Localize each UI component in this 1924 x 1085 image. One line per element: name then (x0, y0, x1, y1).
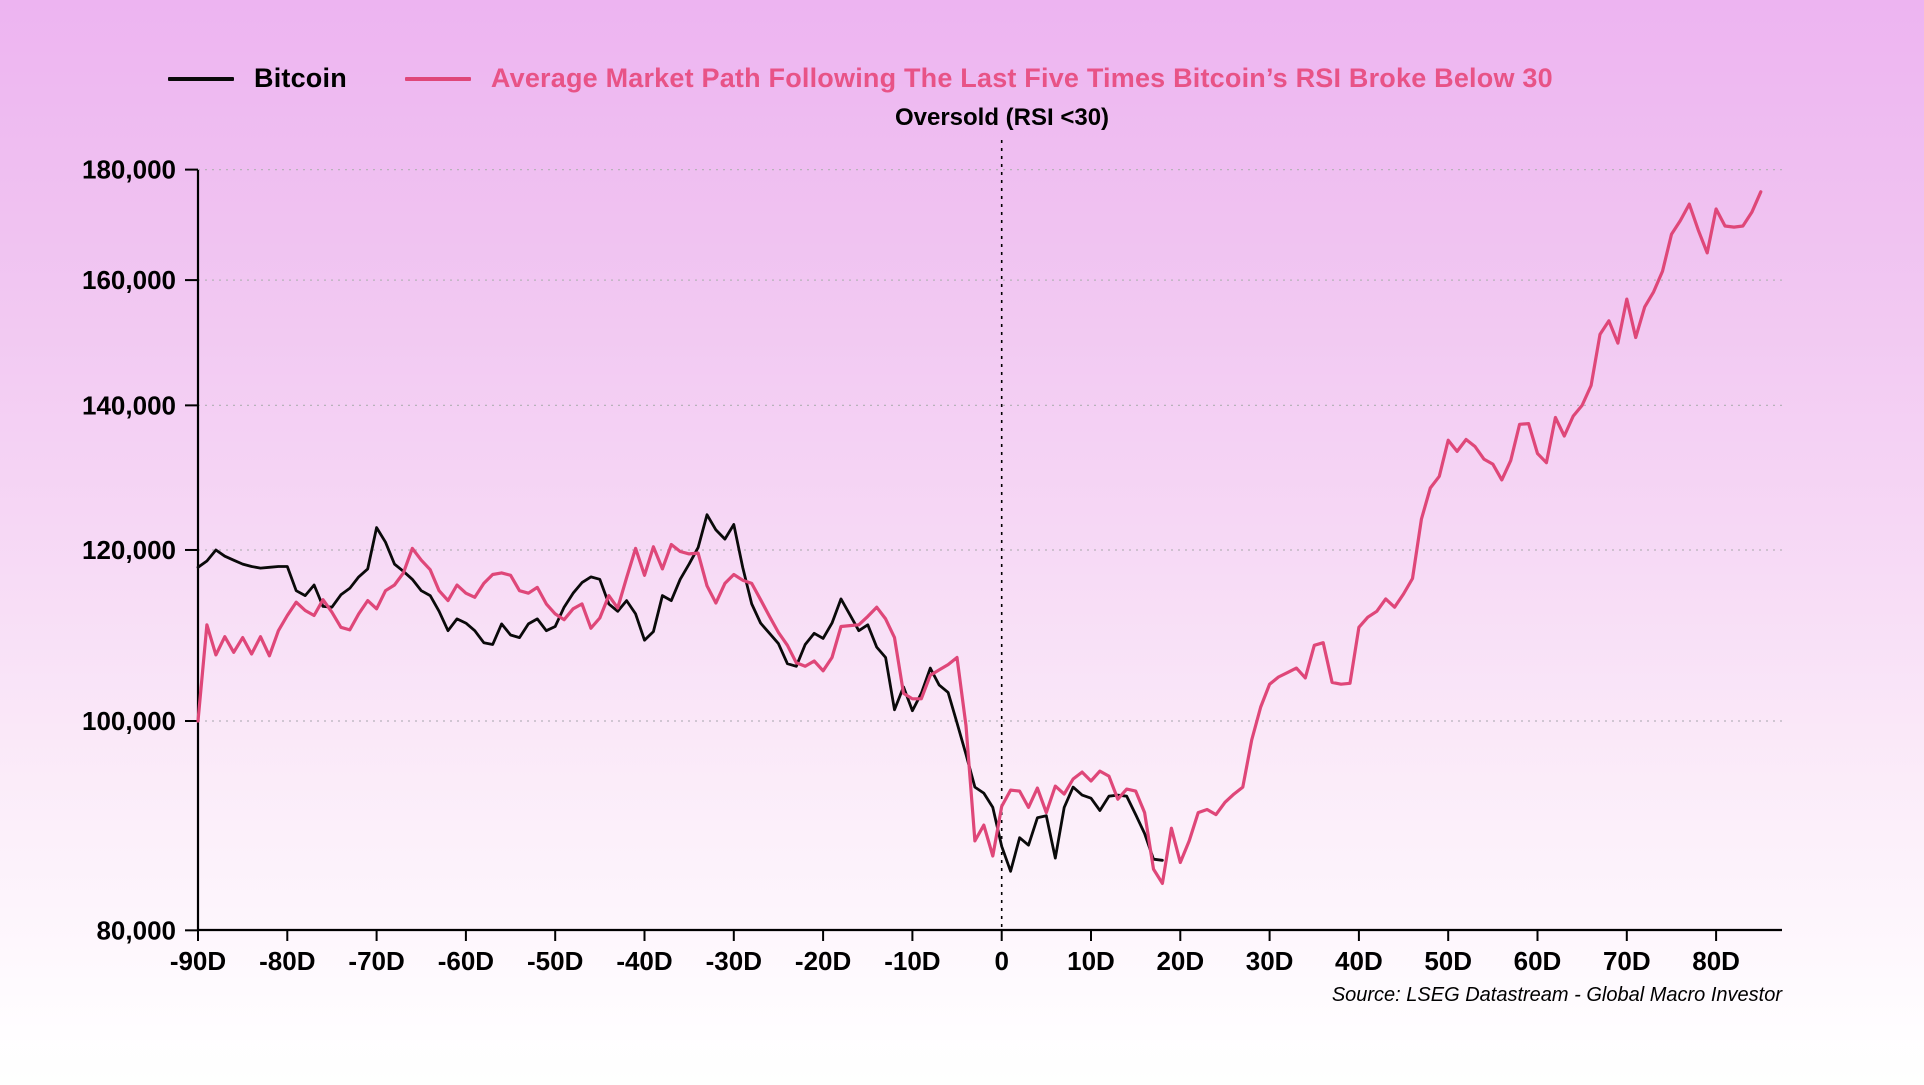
y-tick-label: 80,000 (96, 915, 176, 945)
x-tick-label: -90D (170, 946, 226, 976)
y-tick-label: 180,000 (82, 155, 176, 185)
y-tick-label: 140,000 (82, 390, 176, 420)
x-tick-label: 30D (1246, 946, 1294, 976)
average-path-legend-label: Average Market Path Following The Last F… (490, 63, 1553, 93)
x-tick-label: -30D (706, 946, 762, 976)
x-tick-label: 70D (1603, 946, 1651, 976)
x-tick-label: -10D (884, 946, 940, 976)
source-attribution: Source: LSEG Datastream - Global Macro I… (1331, 984, 1782, 1006)
x-tick-label: 40D (1335, 946, 1383, 976)
bitcoin-legend-label: Bitcoin (254, 63, 347, 93)
bitcoin-legend-line (168, 76, 234, 81)
x-tick-label: -60D (438, 946, 494, 976)
x-tick-label: -20D (795, 946, 851, 976)
y-tick-label: 100,000 (82, 706, 176, 736)
x-tick-label: 0 (994, 946, 1008, 976)
y-tick-label: 120,000 (82, 535, 176, 565)
oversold-annotation: Oversold (RSI <30) (894, 104, 1110, 131)
x-tick-label: 80D (1692, 946, 1740, 976)
x-tick-label: -50D (527, 946, 583, 976)
y-tick-label: 160,000 (82, 265, 176, 295)
x-tick-label: 50D (1424, 946, 1472, 976)
bitcoin-price-line (196, 513, 1164, 873)
x-tick-label: 10D (1067, 946, 1115, 976)
x-tick-label: 20D (1156, 946, 1204, 976)
x-tick-label: -40D (616, 946, 672, 976)
average-path-line (196, 190, 1763, 886)
x-tick-label: -70D (348, 946, 404, 976)
chart-legend: Bitcoin Average Market Path Following Th… (168, 63, 1553, 94)
x-tick-label: 60D (1514, 946, 1562, 976)
average-path-legend-line (404, 76, 471, 81)
x-tick-label: -80D (259, 946, 315, 976)
